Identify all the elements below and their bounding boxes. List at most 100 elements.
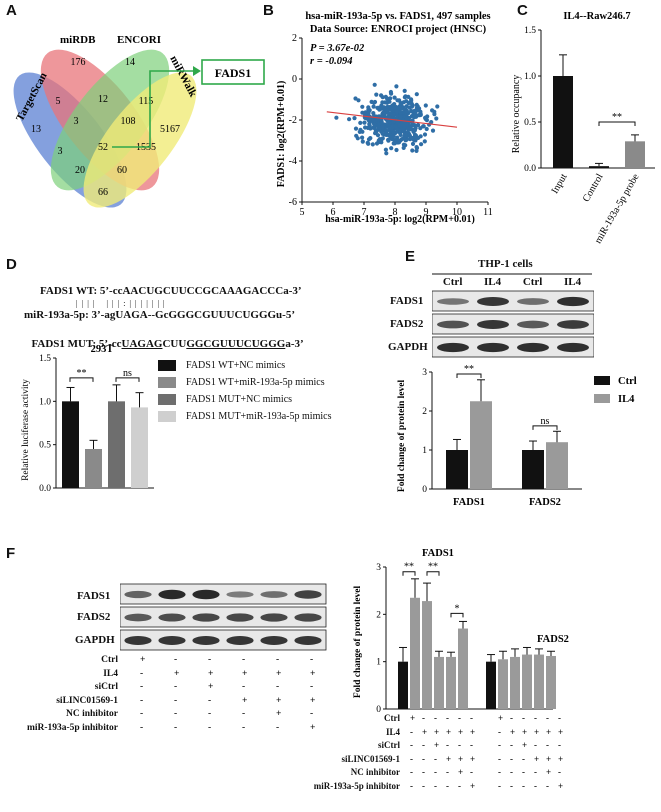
condition-row: siLINC01569-1 - - - + + + — [0, 696, 330, 710]
scatter-point — [352, 116, 357, 121]
sig-bracket — [426, 571, 440, 576]
scatter-p-value: P = 3.67e-02 — [310, 43, 365, 54]
venn-count: 5 — [56, 96, 61, 107]
scatter-point — [414, 102, 419, 107]
scatter-point — [384, 151, 389, 156]
condition-label: IL4 — [103, 668, 118, 679]
sig-label: ns — [123, 368, 132, 379]
y-tick-label: 1 — [422, 446, 427, 456]
scatter-point — [386, 110, 391, 115]
condition-label: siCtrl — [378, 740, 400, 750]
condition-mark: + — [208, 682, 214, 692]
luciferase-legend: FADS1 WT+NC mimics FADS1 WT+miR-193a-5p … — [158, 357, 331, 425]
venn-count: 5167 — [160, 124, 180, 135]
scatter-point — [387, 126, 392, 131]
condition-mark: + — [174, 668, 180, 679]
scatter-point — [377, 105, 382, 110]
scatter-point — [424, 126, 429, 132]
bar — [108, 401, 125, 488]
scatter-point — [419, 142, 424, 147]
blot-band — [294, 613, 322, 622]
y-tick-label: 2 — [292, 33, 297, 44]
chart-ylabel: Fold change of protein level — [397, 380, 407, 493]
panel-b-letter: B — [263, 2, 274, 19]
scatter-point — [347, 117, 352, 122]
seq-mut-suffix: a-3’ — [285, 338, 304, 350]
blot-band — [557, 296, 589, 307]
condition-mark: - — [470, 740, 473, 750]
scatter-point — [358, 120, 363, 125]
y-tick-label: 0.0 — [524, 164, 536, 174]
panel-d-letter: D — [6, 256, 17, 273]
scatter-point — [380, 136, 385, 141]
scatter-point — [372, 82, 377, 87]
y-tick-label: -2 — [289, 115, 297, 126]
x-tick-label: 6 — [331, 207, 336, 218]
legend-swatch — [594, 376, 610, 385]
condition-mark: - — [140, 682, 144, 692]
condition-mark: + — [522, 726, 528, 737]
scatter-title: hsa-miR-193a-5p vs. FADS1, 497 samples — [305, 11, 490, 22]
condition-mark: - — [276, 682, 280, 692]
legend-item: FADS1 MUT+miR-193a-5p mimics — [158, 408, 331, 425]
condition-mark: - — [510, 713, 513, 723]
y-tick-label: 0 — [376, 705, 381, 715]
scatter-r-value: r = -0.094 — [310, 56, 352, 67]
scatter-point — [398, 109, 403, 115]
y-tick-label: -6 — [289, 197, 297, 208]
scatter-point — [372, 122, 377, 127]
blot-strip — [432, 313, 594, 335]
scatter-point — [369, 99, 374, 104]
condition-row: miR-193a-5p inhibitor - - - - - + — [0, 723, 330, 737]
condition-mark: + — [534, 753, 540, 764]
condition-row: IL4- - + + + + + + + + + + — [300, 727, 661, 741]
scatter-point — [414, 92, 419, 97]
condition-mark: - — [310, 682, 314, 692]
venn-count: 3 — [58, 146, 63, 157]
scatter-point — [366, 118, 371, 123]
legend-swatch — [158, 377, 176, 388]
scatter-point — [397, 98, 402, 103]
seq-fads1-wt: FADS1 WT: 5’-ccAACUGCUUCCGCAAAGACCCa-3’ — [40, 285, 302, 297]
scatter-point — [422, 132, 428, 137]
sig-bracket — [598, 121, 636, 126]
lane-label: Ctrl — [522, 276, 543, 288]
condition-mark: + — [546, 767, 552, 777]
condition-mark: - — [140, 709, 144, 719]
condition-mark: - — [434, 767, 437, 777]
scatter-point — [394, 147, 399, 153]
blot-band — [226, 591, 254, 598]
scatter-point — [421, 124, 426, 129]
blot-band — [226, 636, 254, 645]
scatter-point — [413, 138, 418, 143]
condition-mark: - — [310, 655, 314, 665]
condition-mark: - — [534, 767, 537, 777]
scatter-point — [388, 104, 393, 109]
condition-mark: - — [546, 780, 549, 791]
occupancy-chart: IL4--Raw246.7 Relative occupancy 0.0 0.5 1… — [511, 11, 655, 246]
condition-mark: - — [498, 740, 501, 750]
venn-count: 13 — [31, 124, 41, 135]
condition-mark: - — [174, 695, 178, 706]
condition-mark: - — [558, 740, 561, 750]
scatter-point — [386, 138, 391, 143]
scatter-point — [410, 148, 415, 153]
condition-row: NC inhibitor - - - - - - - - + + - - — [300, 767, 661, 781]
venn-count: 60 — [117, 165, 127, 176]
blot-band — [517, 320, 549, 329]
bar — [398, 661, 408, 709]
condition-mark: + — [446, 726, 452, 737]
scatter-point — [380, 100, 385, 105]
condition-label: IL4 — [385, 726, 400, 737]
blot-band — [192, 636, 220, 645]
condition-mark: - — [522, 713, 525, 723]
scatter-point — [372, 99, 378, 105]
blot-band — [124, 636, 152, 645]
chart-title: 293T — [91, 344, 114, 355]
condition-mark: - — [446, 767, 449, 777]
scatter-point — [360, 129, 365, 134]
bar — [522, 450, 544, 489]
condition-mark: - — [434, 713, 437, 723]
scatter-point — [404, 99, 409, 104]
scatter-point — [334, 115, 339, 120]
